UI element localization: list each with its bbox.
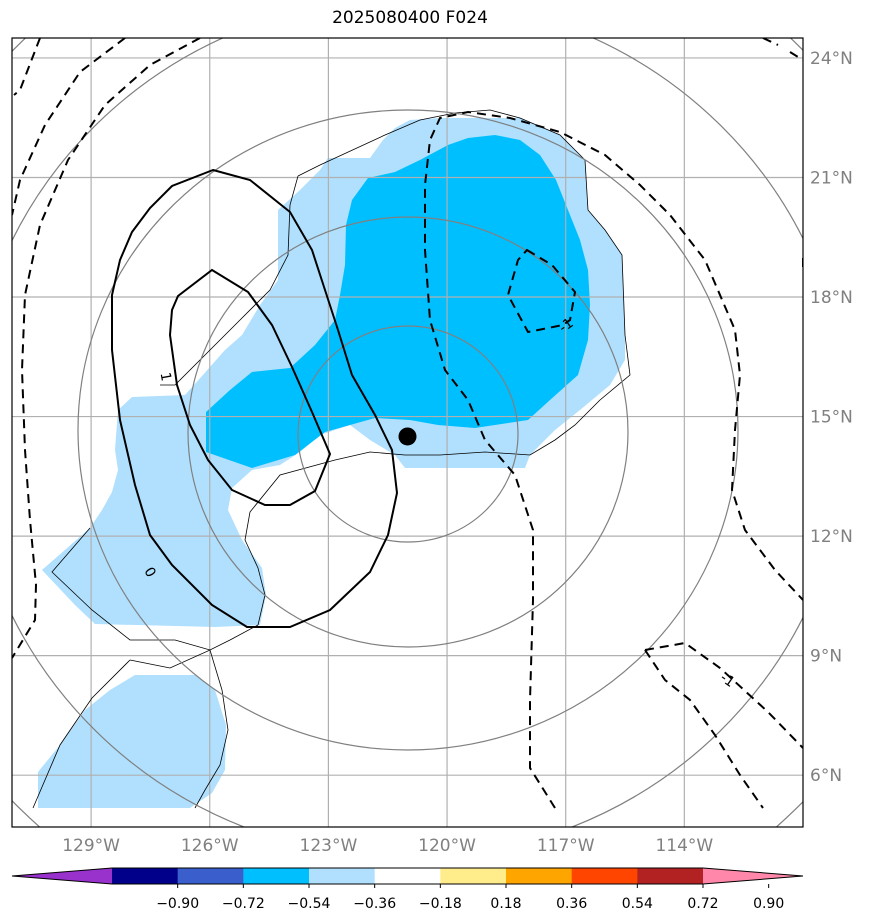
lat-label: 12°N [810,527,853,547]
storm-center-marker [398,427,417,446]
latitude-labels: 24°N 21°N 18°N 15°N 12°N 9°N 6°N [810,49,853,786]
contour-label: -1 [717,670,738,691]
map-title: 2025080400 F024 [332,8,488,28]
colorbar-label: −0.72 [222,896,265,912]
lon-label: 114°W [655,836,713,856]
lon-label: 123°W [300,836,358,856]
colorbar-segment [506,868,573,884]
colorbar-segment [374,868,441,884]
colorbar-extend-high [703,868,803,884]
map-frame [11,37,804,828]
colorbar-segment [309,868,376,884]
colorbar-outline [11,867,804,885]
colorbar-segment [112,868,179,884]
lon-label: 120°W [418,836,476,856]
contour-label: 1 [157,371,174,383]
lon-label: 126°W [181,836,239,856]
lat-label: 6°N [810,766,842,786]
lat-label: 24°N [810,49,853,69]
colorbar-segment [177,868,244,884]
lat-label: 15°N [810,408,853,428]
anomaly-fill-mid [206,135,590,468]
contour-zero [111,168,399,628]
outline-north [51,109,631,651]
colorbar-segment [440,868,507,884]
lat-label: 21°N [810,168,853,188]
colorbar-segment [243,868,310,884]
negative-contours [12,38,803,809]
colorbar-label: 0.18 [490,896,521,912]
colorbar-label: −0.36 [353,896,396,912]
colorbar-label: −0.54 [288,896,331,912]
lon-label: 117°W [537,836,595,856]
anomaly-fill-light-south [38,675,226,808]
lon-label: 129°W [62,836,120,856]
colorbar-extend-low [12,868,112,884]
gridlines [12,38,803,827]
colorbar-segment [571,868,638,884]
lat-label: 18°N [810,288,853,308]
colorbar-label: −0.18 [419,896,462,912]
outline-south [32,649,229,809]
colorbar-label: 0.90 [753,896,784,912]
colorbar-label: 0.36 [556,896,587,912]
contour-one [168,268,332,506]
colorbar-label: 0.72 [687,896,718,912]
longitude-labels: 129°W 126°W 123°W 120°W 117°W 114°W [62,836,713,856]
colorbar-segment [637,868,704,884]
lat-label: 9°N [810,647,842,667]
colorbar: −0.90 −0.72 −0.54 −0.36 −0.18 0.18 0.36 0.54 0.7… [11,867,804,912]
colorbar-label: −0.90 [156,896,199,912]
colorbar-label: 0.54 [622,896,653,912]
